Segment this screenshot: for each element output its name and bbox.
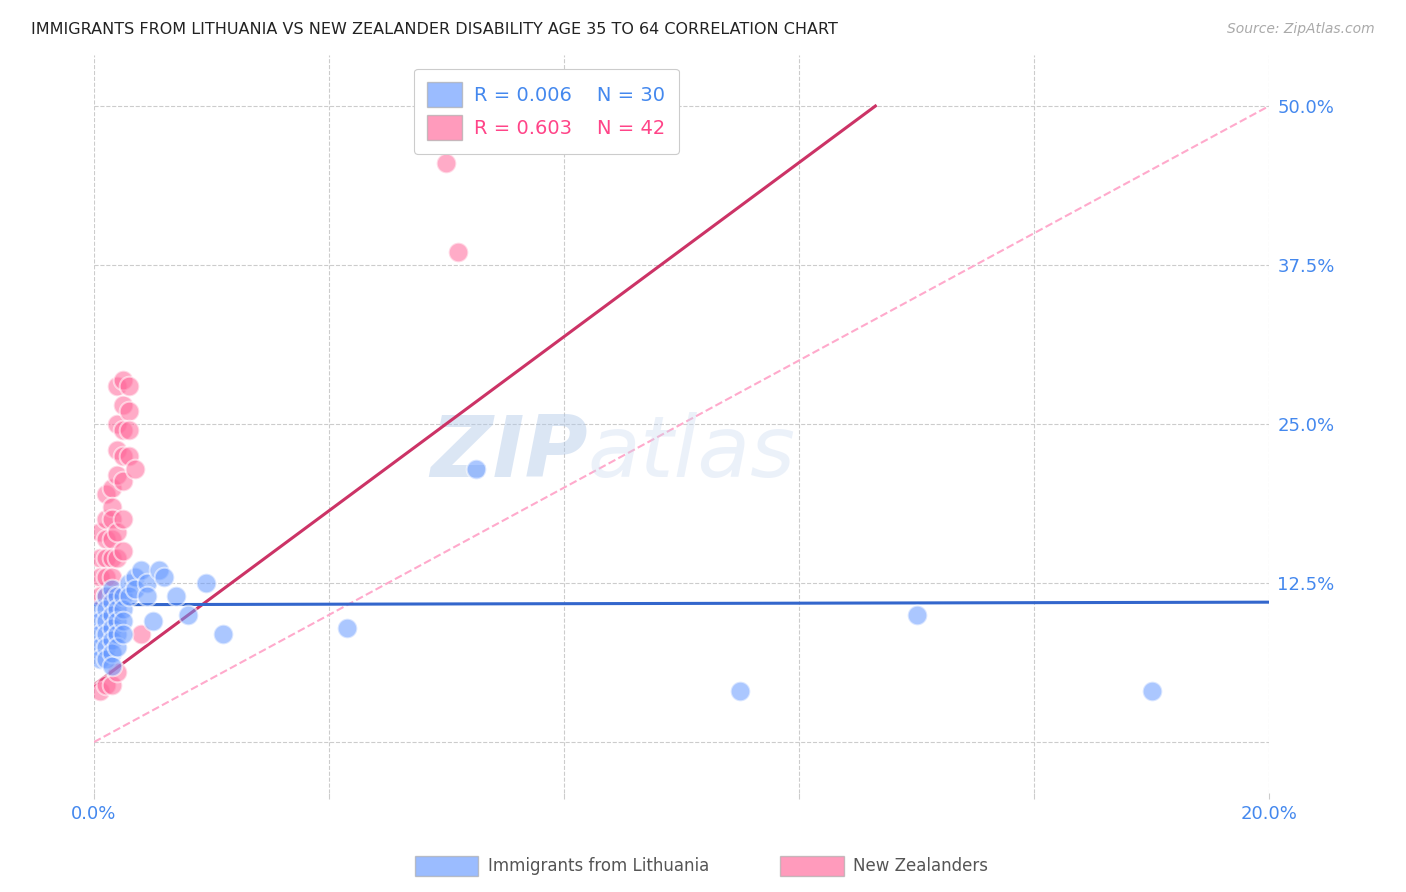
- Point: [728, 684, 751, 698]
- Point: [107, 665, 129, 680]
- Point: [89, 640, 111, 654]
- Point: [194, 576, 217, 591]
- Point: [89, 550, 111, 565]
- Point: [100, 589, 122, 603]
- Point: [94, 614, 117, 628]
- Point: [100, 678, 122, 692]
- Point: [129, 563, 152, 577]
- Point: [100, 512, 122, 526]
- Point: [112, 614, 135, 628]
- Point: [107, 614, 129, 628]
- Point: [118, 379, 141, 393]
- Point: [89, 601, 111, 615]
- Point: [89, 589, 111, 603]
- Point: [118, 424, 141, 438]
- Text: Immigrants from Lithuania: Immigrants from Lithuania: [488, 857, 709, 875]
- Point: [100, 582, 122, 597]
- Point: [100, 500, 122, 514]
- Point: [89, 614, 111, 628]
- Point: [100, 621, 122, 635]
- Point: [94, 570, 117, 584]
- Point: [94, 627, 117, 641]
- Point: [94, 532, 117, 546]
- Point: [118, 449, 141, 463]
- Text: IMMIGRANTS FROM LITHUANIA VS NEW ZEALANDER DISABILITY AGE 35 TO 64 CORRELATION C: IMMIGRANTS FROM LITHUANIA VS NEW ZEALAND…: [31, 22, 838, 37]
- Point: [112, 449, 135, 463]
- Point: [107, 640, 129, 654]
- Point: [112, 424, 135, 438]
- Point: [100, 607, 122, 622]
- Point: [89, 684, 111, 698]
- Point: [107, 442, 129, 457]
- Point: [112, 398, 135, 412]
- Text: New Zealanders: New Zealanders: [853, 857, 988, 875]
- Point: [94, 487, 117, 501]
- Point: [165, 589, 187, 603]
- Point: [112, 589, 135, 603]
- Point: [94, 589, 117, 603]
- Point: [107, 550, 129, 565]
- Point: [112, 475, 135, 489]
- Point: [124, 461, 146, 475]
- Point: [177, 607, 200, 622]
- Point: [107, 589, 129, 603]
- Point: [212, 627, 235, 641]
- Point: [107, 379, 129, 393]
- Point: [107, 627, 129, 641]
- Text: atlas: atlas: [588, 412, 796, 495]
- Point: [94, 589, 117, 603]
- Point: [142, 614, 165, 628]
- Point: [118, 576, 141, 591]
- Point: [118, 404, 141, 418]
- Point: [129, 627, 152, 641]
- Point: [107, 467, 129, 482]
- Point: [1140, 684, 1163, 698]
- Point: [100, 633, 122, 648]
- Point: [436, 156, 458, 170]
- Point: [112, 544, 135, 558]
- Point: [447, 245, 470, 260]
- Point: [100, 607, 122, 622]
- Point: [148, 563, 170, 577]
- Text: ZIP: ZIP: [430, 412, 588, 495]
- Point: [100, 570, 122, 584]
- Point: [100, 532, 122, 546]
- Point: [100, 658, 122, 673]
- Point: [124, 570, 146, 584]
- Point: [112, 601, 135, 615]
- Point: [89, 525, 111, 540]
- Text: Source: ZipAtlas.com: Source: ZipAtlas.com: [1227, 22, 1375, 37]
- Point: [89, 627, 111, 641]
- Point: [153, 570, 176, 584]
- Point: [112, 372, 135, 386]
- Point: [94, 601, 117, 615]
- Point: [94, 640, 117, 654]
- Point: [89, 652, 111, 666]
- Point: [112, 627, 135, 641]
- Point: [464, 461, 486, 475]
- Point: [89, 570, 111, 584]
- Point: [94, 550, 117, 565]
- Point: [94, 652, 117, 666]
- Point: [118, 589, 141, 603]
- Point: [100, 595, 122, 609]
- Legend: R = 0.006    N = 30, R = 0.603    N = 42: R = 0.006 N = 30, R = 0.603 N = 42: [413, 69, 679, 153]
- Point: [94, 678, 117, 692]
- Point: [124, 582, 146, 597]
- Point: [112, 512, 135, 526]
- Point: [100, 481, 122, 495]
- Point: [135, 576, 157, 591]
- Point: [336, 621, 359, 635]
- Point: [135, 589, 157, 603]
- Point: [100, 550, 122, 565]
- Point: [94, 512, 117, 526]
- Point: [107, 417, 129, 431]
- Point: [107, 525, 129, 540]
- Point: [107, 601, 129, 615]
- Point: [100, 646, 122, 660]
- Point: [905, 607, 928, 622]
